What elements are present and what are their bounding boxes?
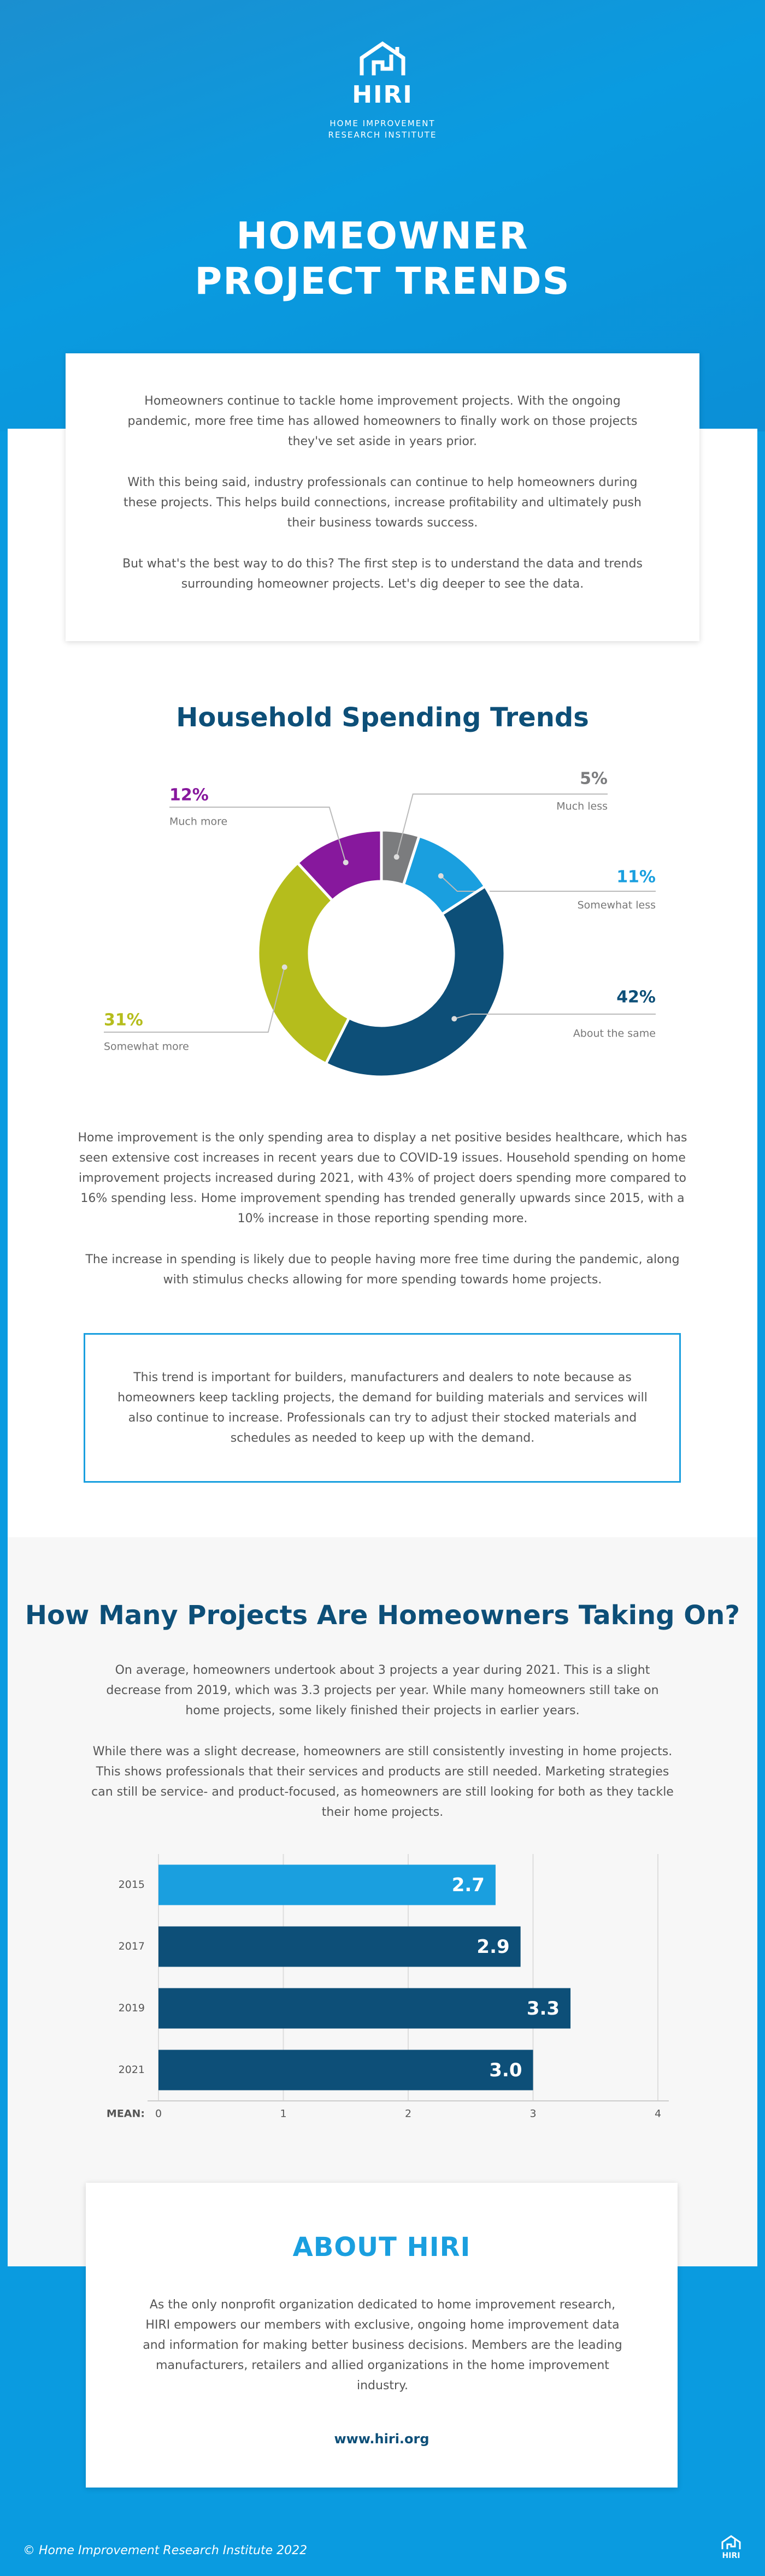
footer-logo-house <box>721 2535 741 2549</box>
value-label: 5% <box>580 769 608 789</box>
category-label: Somewhat more <box>104 1041 189 1053</box>
callout-box <box>84 1333 681 1483</box>
category-label: About the same <box>573 1028 656 1040</box>
paragraph: Homeowners continue to tackle home impro… <box>127 394 638 448</box>
x-tick-label: 3 <box>529 2108 536 2120</box>
paragraph: The increase in spending is likely due t… <box>85 1253 680 1287</box>
callout-text: This trend is important for builders, ma… <box>117 1371 648 1445</box>
intro-text: Homeowners continue to tackle home impro… <box>120 391 645 615</box>
about-text: As the only nonprofit organization dedic… <box>143 2298 622 2393</box>
value-label: 3.3 <box>527 1998 560 2020</box>
leader-line <box>104 967 285 1033</box>
paragraph: While there was a slight decrease, homeo… <box>91 1745 674 1819</box>
logo-house <box>360 41 405 75</box>
paragraph: But what's the best way to do this? The … <box>122 557 643 591</box>
value-label: 3.0 <box>489 2059 522 2081</box>
donut-slice <box>323 884 507 1079</box>
leader-dot <box>451 1016 457 1022</box>
leader-line <box>454 1014 656 1020</box>
projects-text: On average, homeowners undertook about 3… <box>87 1660 678 1843</box>
hero-title: PROJECT TRENDS <box>195 260 570 303</box>
about-link[interactable]: www.hiri.org <box>334 2431 429 2447</box>
logo-icon <box>360 41 405 75</box>
logo-inner <box>372 55 393 75</box>
paragraph: Home improvement is the only spending ar… <box>78 1131 687 1225</box>
bar <box>158 1926 521 1967</box>
value-label: 2.9 <box>476 1936 509 1958</box>
logo-text: HIRI <box>352 81 413 109</box>
about-title: ABOUT HIRI <box>292 2232 471 2263</box>
value-label: 2.7 <box>452 1874 485 1896</box>
leader-dot <box>393 854 399 860</box>
value-label: 42% <box>616 988 656 1007</box>
leader-dot <box>343 860 349 866</box>
donut-slice <box>295 828 383 903</box>
intro-card <box>66 353 699 641</box>
category-label: Much more <box>169 816 227 828</box>
y-tick-label: 2015 <box>119 1879 145 1891</box>
x-axis-label: MEAN: <box>107 2108 145 2120</box>
bar <box>158 2050 533 2091</box>
footer-logo-text: HIRI <box>722 2551 740 2560</box>
x-tick-label: 1 <box>280 2108 286 2120</box>
leader-line <box>396 793 608 857</box>
value-label: 12% <box>169 786 209 805</box>
y-tick-label: 2019 <box>119 2002 145 2014</box>
category-label: Somewhat less <box>578 899 656 911</box>
hero-title: HOMEOWNER <box>236 215 529 258</box>
leader-dot <box>438 873 444 879</box>
x-tick-label: 4 <box>655 2108 661 2120</box>
x-tick-label: 2 <box>405 2108 411 2120</box>
section-title: How Many Projects Are Homeowners Taking … <box>25 1600 740 1631</box>
leader-line <box>169 807 346 863</box>
y-tick-label: 2021 <box>119 2064 145 2076</box>
footer-logo-icon <box>721 2535 741 2549</box>
donut-slice <box>256 861 351 1066</box>
x-tick-label: 0 <box>155 2108 162 2120</box>
leader-dot <box>281 964 287 970</box>
bar <box>158 1988 571 2029</box>
about-card <box>86 2183 678 2488</box>
spending-text: Home improvement is the only spending ar… <box>76 1128 688 1311</box>
footer-copyright: © Home Improvement Research Institute 20… <box>23 2544 308 2557</box>
paragraph: With this being said, industry professio… <box>123 476 642 530</box>
logo-sub: RESEARCH INSTITUTE <box>328 130 437 140</box>
paragraph: On average, homeowners undertook about 3… <box>106 1663 659 1718</box>
value-label: 31% <box>104 1011 143 1030</box>
category-label: Much less <box>556 801 608 813</box>
value-label: 11% <box>616 868 656 887</box>
logo-sub: HOME IMPROVEMENT <box>329 119 436 128</box>
footer-logo-inner <box>726 2539 736 2549</box>
y-tick-label: 2017 <box>119 1940 145 1952</box>
leader-line <box>440 875 656 892</box>
section-title: Household Spending Trends <box>176 702 589 733</box>
bar <box>158 1864 496 1905</box>
